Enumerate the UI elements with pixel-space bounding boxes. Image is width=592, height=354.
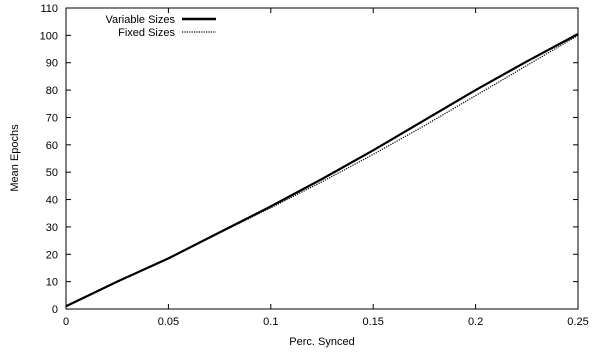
legend-label-fixed-sizes: Fixed Sizes [118, 27, 175, 39]
y-axis-label: Mean Epochs [9, 124, 21, 192]
y-tick-label: 0 [52, 304, 58, 316]
legend-label-variable-sizes: Variable Sizes [106, 14, 176, 26]
y-tick-label: 60 [46, 140, 58, 152]
x-tick-label: 0.1 [263, 316, 278, 328]
y-axis-ticks: 0 10 20 30 40 50 60 70 80 90 100 110 [40, 3, 578, 316]
legend: Variable Sizes Fixed Sizes [106, 14, 216, 39]
y-tick-label: 100 [40, 30, 58, 42]
y-tick-label: 20 [46, 249, 58, 261]
x-tick-label: 0.2 [468, 316, 483, 328]
series-line-fixed-sizes [65, 34, 579, 307]
y-tick-label: 50 [46, 167, 58, 179]
series-layer [65, 33, 579, 308]
series-line-variable-sizes [65, 33, 579, 308]
x-tick-label: 0.15 [362, 316, 383, 328]
x-tick-label: 0.25 [567, 316, 588, 328]
y-tick-label: 10 [46, 277, 58, 289]
x-axis-ticks: 0 0.05 0.1 0.15 0.2 0.25 [63, 8, 589, 328]
x-axis-label: Perc. Synced [289, 336, 354, 348]
x-tick-label: 0.05 [158, 316, 179, 328]
y-tick-label: 70 [46, 112, 58, 124]
y-tick-label: 80 [46, 85, 58, 97]
y-tick-label: 90 [46, 58, 58, 70]
y-tick-label: 110 [40, 3, 58, 15]
plot-area-frame [65, 7, 579, 310]
x-tick-label: 0 [63, 316, 69, 328]
y-tick-label: 30 [46, 222, 58, 234]
y-tick-label: 40 [46, 195, 58, 207]
